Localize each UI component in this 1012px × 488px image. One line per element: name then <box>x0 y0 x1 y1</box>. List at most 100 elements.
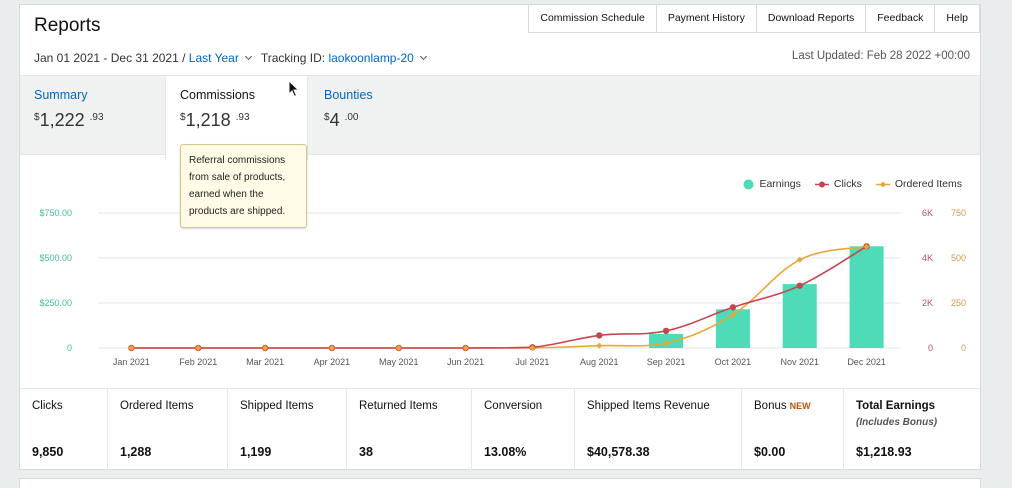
ordered-items-point <box>729 311 736 318</box>
stat-total-earnings: Total Earnings (Includes Bonus) $1,218.9… <box>844 389 980 470</box>
x-tick-label: Jun 2021 <box>447 357 484 367</box>
reports-card: Reports Commission Schedule Payment Hist… <box>19 4 981 470</box>
stat-label: Bonus NEW <box>754 400 811 412</box>
tab-bounties-label: Bounties <box>324 88 373 102</box>
x-tick-label: Aug 2021 <box>580 357 619 367</box>
y-left-tick-label: 0 <box>67 343 72 353</box>
feedback-link[interactable]: Feedback <box>865 5 936 33</box>
tracking-id-dropdown[interactable]: laokoonlamp-20 <box>328 51 414 65</box>
ordered-items-point <box>128 345 135 351</box>
ordered-items-point <box>596 342 603 349</box>
x-tick-label: Mar 2021 <box>246 357 284 367</box>
y-right-items-tick-label: 750 <box>951 208 966 218</box>
ordered-items-point <box>863 243 870 250</box>
stat-conversion: Conversion 13.08% <box>472 389 575 470</box>
stat-label: Shipped Items Revenue <box>587 400 710 412</box>
tab-commissions-value: $1,218 .93 <box>180 110 250 130</box>
stat-value: 1,288 <box>120 445 152 459</box>
ordered-items-point <box>462 345 469 351</box>
stat-value: 9,850 <box>32 445 64 459</box>
x-tick-label: Sep 2021 <box>647 357 686 367</box>
top-links: Commission Schedule Payment History Down… <box>528 5 980 33</box>
mouse-cursor-icon <box>288 80 300 98</box>
x-tick-label: Dec 2021 <box>847 357 886 367</box>
tab-bounties-value: $4 .00 <box>324 110 359 130</box>
y-left-tick-label: $250.00 <box>39 298 72 308</box>
date-range-text: Jan 01 2021 - Dec 31 2021 / <box>34 51 186 65</box>
stat-shipped-items: Shipped Items 1,199 <box>228 389 347 470</box>
ordered-items-point <box>796 256 803 263</box>
stat-value: $1,218.93 <box>856 445 912 459</box>
x-tick-label: Nov 2021 <box>780 357 819 367</box>
last-updated: Last Updated: Feb 28 2022 +00:00 <box>791 50 970 62</box>
period-dropdown[interactable]: Last Year <box>188 51 239 65</box>
tracking-label: Tracking ID: <box>260 51 326 65</box>
stat-label: Clicks <box>32 400 63 412</box>
tab-bounties[interactable]: Bounties $4 .00 <box>310 76 450 156</box>
commission-schedule-link[interactable]: Commission Schedule <box>528 5 657 33</box>
y-right-clicks-tick-label: 6K <box>922 208 933 218</box>
ordered-items-point <box>195 345 202 351</box>
download-reports-link[interactable]: Download Reports <box>755 5 867 33</box>
clicks-point <box>729 304 737 311</box>
payment-history-link[interactable]: Payment History <box>655 5 757 33</box>
chevron-down-icon[interactable] <box>244 52 252 61</box>
stat-label: Ordered Items <box>120 400 194 412</box>
tabs-band: Summary $1,222 .93 Commissions $1,218 .9… <box>20 75 980 160</box>
x-tick-label: Oct 2021 <box>715 357 752 367</box>
y-right-clicks-tick-label: 0 <box>928 343 933 353</box>
tab-summary-value: $1,222 .93 <box>34 110 104 130</box>
stat-value: $40,578.38 <box>587 445 650 459</box>
clicks-swatch-icon <box>814 181 829 187</box>
y-right-items-tick-label: 250 <box>951 298 966 308</box>
y-left-tick-label: $500.00 <box>39 253 72 263</box>
ordered-items-point <box>262 345 269 351</box>
x-tick-label: Jan 2021 <box>113 357 150 367</box>
stat-label: Total Earnings <box>856 400 936 412</box>
chevron-down-icon[interactable] <box>419 52 427 61</box>
stat-value: 1,199 <box>240 445 272 459</box>
x-tick-label: Feb 2021 <box>179 357 217 367</box>
stat-label: Shipped Items <box>240 400 314 412</box>
earnings-swatch-icon <box>743 179 754 189</box>
clicks-point <box>596 332 603 339</box>
stat-value: $0.00 <box>754 445 786 459</box>
x-tick-label: Apr 2021 <box>314 357 351 367</box>
stats-row: Clicks 9,850 Ordered Items 1,288 Shipped… <box>20 388 980 470</box>
stat-value: 38 <box>359 445 373 459</box>
page-title: Reports <box>34 15 101 36</box>
stat-label: Returned Items <box>359 400 438 412</box>
filter-bar: Jan 01 2021 - Dec 31 2021 / Last Year Tr… <box>34 51 436 65</box>
y-right-items-tick-label: 500 <box>951 253 966 263</box>
chart-legend: Earnings Clicks Ordered Items <box>729 178 962 190</box>
ordered-items-point <box>328 345 335 351</box>
stat-sublabel: (Includes Bonus) <box>856 417 938 428</box>
earnings-bar <box>849 246 884 348</box>
clicks-point <box>662 327 670 335</box>
tab-summary[interactable]: Summary $1,222 .93 <box>20 76 165 156</box>
earnings-chart: 0 0 0 $250.00 2K 250 $500.00 4K 500 $750.00 6K 750 J… <box>39 208 966 367</box>
x-tick-label: Jul 2021 <box>515 357 549 367</box>
y-right-clicks-tick-label: 4K <box>922 253 933 263</box>
ordered-items-point <box>663 340 670 347</box>
earnings-bar <box>782 284 817 348</box>
stat-ordered-items: Ordered Items 1,288 <box>108 389 228 470</box>
legend-earnings[interactable]: Earnings <box>743 178 801 190</box>
y-right-items-tick-label: 0 <box>961 343 966 353</box>
new-badge: NEW <box>789 401 811 411</box>
stat-label: Conversion <box>484 400 543 412</box>
stat-value: 13.08% <box>484 445 527 459</box>
commissions-tooltip: Referral commissions from sale of produc… <box>180 144 307 228</box>
stat-shipped-items-revenue: Shipped Items Revenue $40,578.38 <box>575 389 742 470</box>
ordered-items-line <box>131 245 867 349</box>
ordered-items-swatch-icon <box>875 181 890 187</box>
tab-commissions-label: Commissions <box>180 88 256 102</box>
legend-clicks[interactable]: Clicks <box>814 178 862 190</box>
ordered-items-point <box>395 345 402 351</box>
tab-summary-label: Summary <box>34 88 88 102</box>
stat-returned-items: Returned Items 38 <box>347 389 472 470</box>
legend-ordered-items[interactable]: Ordered Items <box>875 178 962 190</box>
x-tick-label: May 2021 <box>379 357 419 367</box>
y-left-tick-label: $750.00 <box>39 208 72 218</box>
help-link[interactable]: Help <box>934 5 980 33</box>
